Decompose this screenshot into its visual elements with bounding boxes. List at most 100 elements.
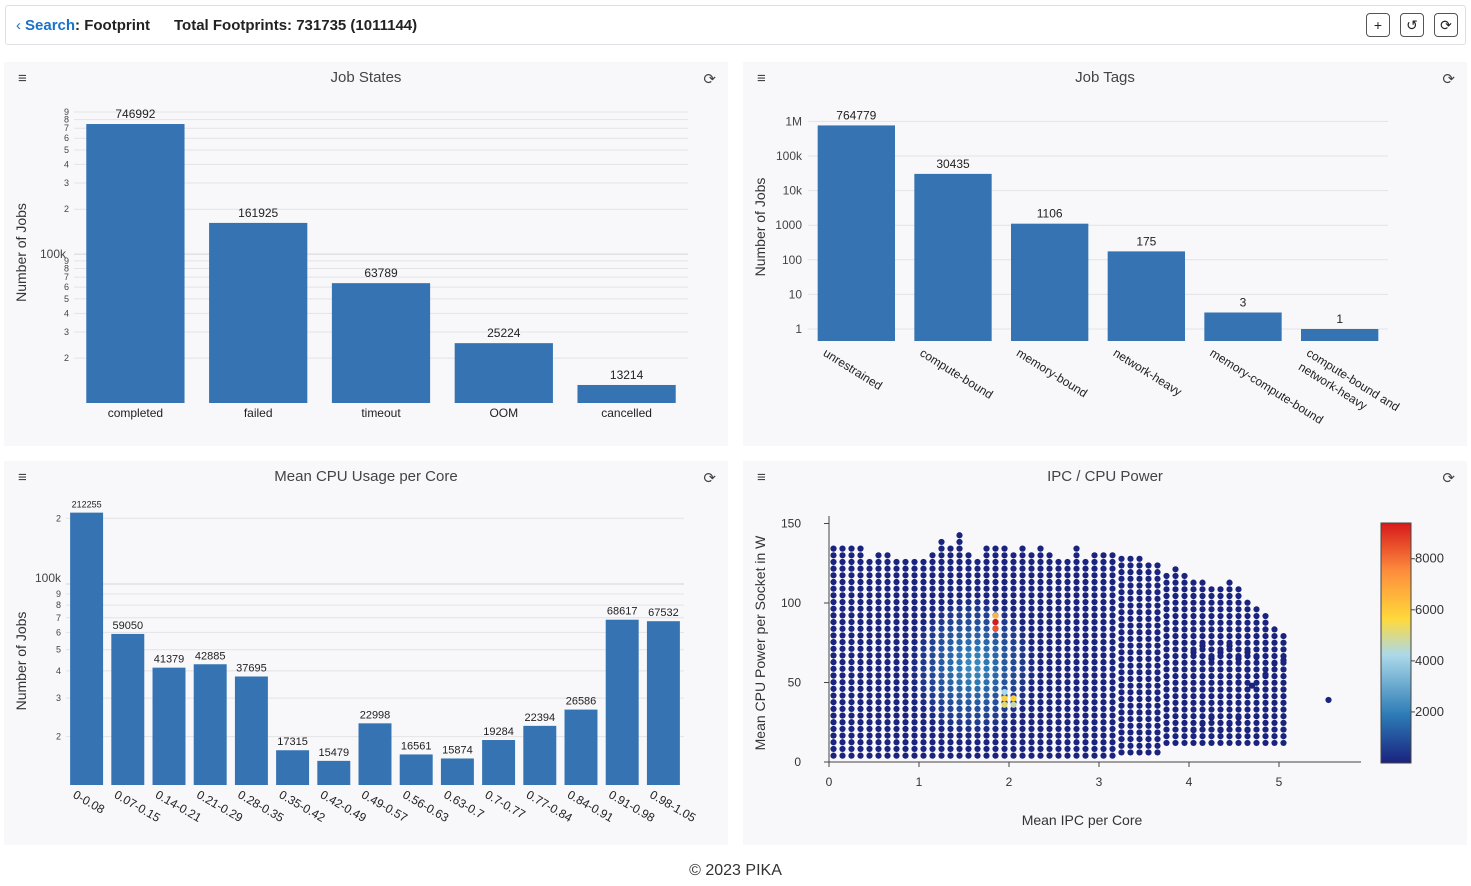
density-point bbox=[1091, 585, 1098, 592]
density-point bbox=[1055, 659, 1062, 666]
density-point bbox=[839, 545, 846, 552]
density-point bbox=[1010, 612, 1017, 619]
data-label: 17315 bbox=[277, 736, 308, 748]
density-point bbox=[1199, 619, 1206, 626]
density-point bbox=[938, 679, 945, 686]
tick-label: 0 bbox=[826, 775, 833, 789]
density-point bbox=[1028, 558, 1035, 566]
menu-icon[interactable]: ≡ bbox=[757, 70, 766, 87]
density-point bbox=[1136, 575, 1143, 582]
density-point bbox=[839, 739, 846, 746]
density-point bbox=[929, 605, 936, 612]
bar bbox=[605, 619, 639, 785]
density-point bbox=[920, 692, 927, 699]
total-footprints: Total Footprints: 731735 (1011144) bbox=[174, 17, 418, 34]
reload-button[interactable]: ⟳ bbox=[1434, 13, 1458, 37]
density-point bbox=[902, 752, 909, 759]
density-point bbox=[1028, 679, 1035, 686]
density-point bbox=[1127, 595, 1134, 602]
density-point bbox=[1118, 602, 1125, 609]
density-point bbox=[1055, 745, 1062, 753]
density-point bbox=[1145, 569, 1152, 576]
density-point bbox=[875, 725, 882, 733]
density-point bbox=[1163, 646, 1170, 653]
density-point bbox=[1181, 572, 1188, 580]
density-point bbox=[1082, 585, 1089, 592]
menu-icon[interactable]: ≡ bbox=[757, 469, 766, 486]
density-point bbox=[1109, 618, 1116, 626]
search-link-label[interactable]: Search bbox=[25, 17, 76, 34]
density-point bbox=[1235, 733, 1242, 740]
density-point bbox=[866, 639, 873, 646]
density-point bbox=[1001, 665, 1008, 672]
density-point bbox=[929, 679, 936, 686]
density-point bbox=[830, 592, 837, 599]
density-point bbox=[956, 739, 963, 746]
density-point bbox=[911, 705, 918, 712]
density-point bbox=[1127, 655, 1134, 663]
refresh-icon[interactable]: ⟳ bbox=[703, 470, 716, 487]
density-point bbox=[1190, 659, 1197, 666]
density-point bbox=[983, 699, 990, 706]
density-point bbox=[857, 639, 864, 646]
density-point bbox=[1145, 582, 1152, 589]
density-point bbox=[839, 592, 846, 599]
density-point bbox=[1145, 655, 1152, 663]
undo-button[interactable]: ↺ bbox=[1400, 13, 1424, 37]
density-point bbox=[1208, 699, 1215, 706]
density-point bbox=[1019, 572, 1026, 579]
density-point bbox=[1235, 706, 1242, 713]
menu-icon[interactable]: ≡ bbox=[18, 70, 27, 87]
density-point bbox=[929, 552, 936, 559]
density-point bbox=[992, 645, 999, 652]
density-point bbox=[866, 685, 873, 692]
density-point bbox=[947, 659, 954, 666]
density-point bbox=[965, 732, 972, 739]
density-point bbox=[1055, 639, 1062, 646]
density-point bbox=[1028, 699, 1035, 706]
density-point bbox=[983, 625, 990, 632]
density-point bbox=[1010, 712, 1017, 719]
tick-label: 100 bbox=[781, 596, 801, 610]
density-point bbox=[956, 605, 963, 612]
density-point bbox=[1055, 645, 1062, 652]
density-point bbox=[1226, 679, 1233, 686]
density-point bbox=[1001, 585, 1008, 592]
density-point bbox=[1109, 732, 1116, 739]
density-point bbox=[1136, 702, 1143, 709]
density-point bbox=[848, 739, 855, 746]
density-point bbox=[866, 705, 873, 712]
density-point bbox=[1073, 585, 1080, 592]
density-point bbox=[1019, 745, 1026, 753]
density-point bbox=[848, 745, 855, 753]
density-point bbox=[1172, 659, 1179, 666]
density-point bbox=[1271, 639, 1278, 646]
add-button[interactable]: + bbox=[1366, 13, 1390, 37]
density-point bbox=[1037, 719, 1044, 726]
density-point bbox=[1136, 569, 1143, 576]
density-point bbox=[992, 618, 999, 626]
density-point bbox=[1082, 752, 1089, 759]
density-point bbox=[1001, 592, 1008, 599]
back-to-search-link[interactable]: ‹ Search: Footprint bbox=[16, 17, 150, 34]
density-point bbox=[947, 712, 954, 719]
menu-icon[interactable]: ≡ bbox=[18, 469, 27, 486]
density-point bbox=[1082, 665, 1089, 672]
density-point bbox=[974, 672, 981, 679]
density-point bbox=[1010, 645, 1017, 652]
density-point bbox=[1235, 619, 1242, 626]
density-point bbox=[848, 679, 855, 686]
density-point bbox=[1073, 725, 1080, 733]
density-point bbox=[1154, 695, 1161, 703]
refresh-icon[interactable]: ⟳ bbox=[1442, 71, 1455, 88]
density-point bbox=[830, 639, 837, 646]
density-point bbox=[1181, 592, 1188, 600]
density-point bbox=[974, 705, 981, 712]
refresh-icon[interactable]: ⟳ bbox=[703, 71, 716, 88]
density-point bbox=[1037, 612, 1044, 619]
refresh-icon[interactable]: ⟳ bbox=[1442, 470, 1455, 487]
density-point bbox=[911, 652, 918, 659]
density-point bbox=[1262, 612, 1269, 620]
density-point bbox=[1208, 733, 1215, 740]
density-point bbox=[911, 572, 918, 579]
